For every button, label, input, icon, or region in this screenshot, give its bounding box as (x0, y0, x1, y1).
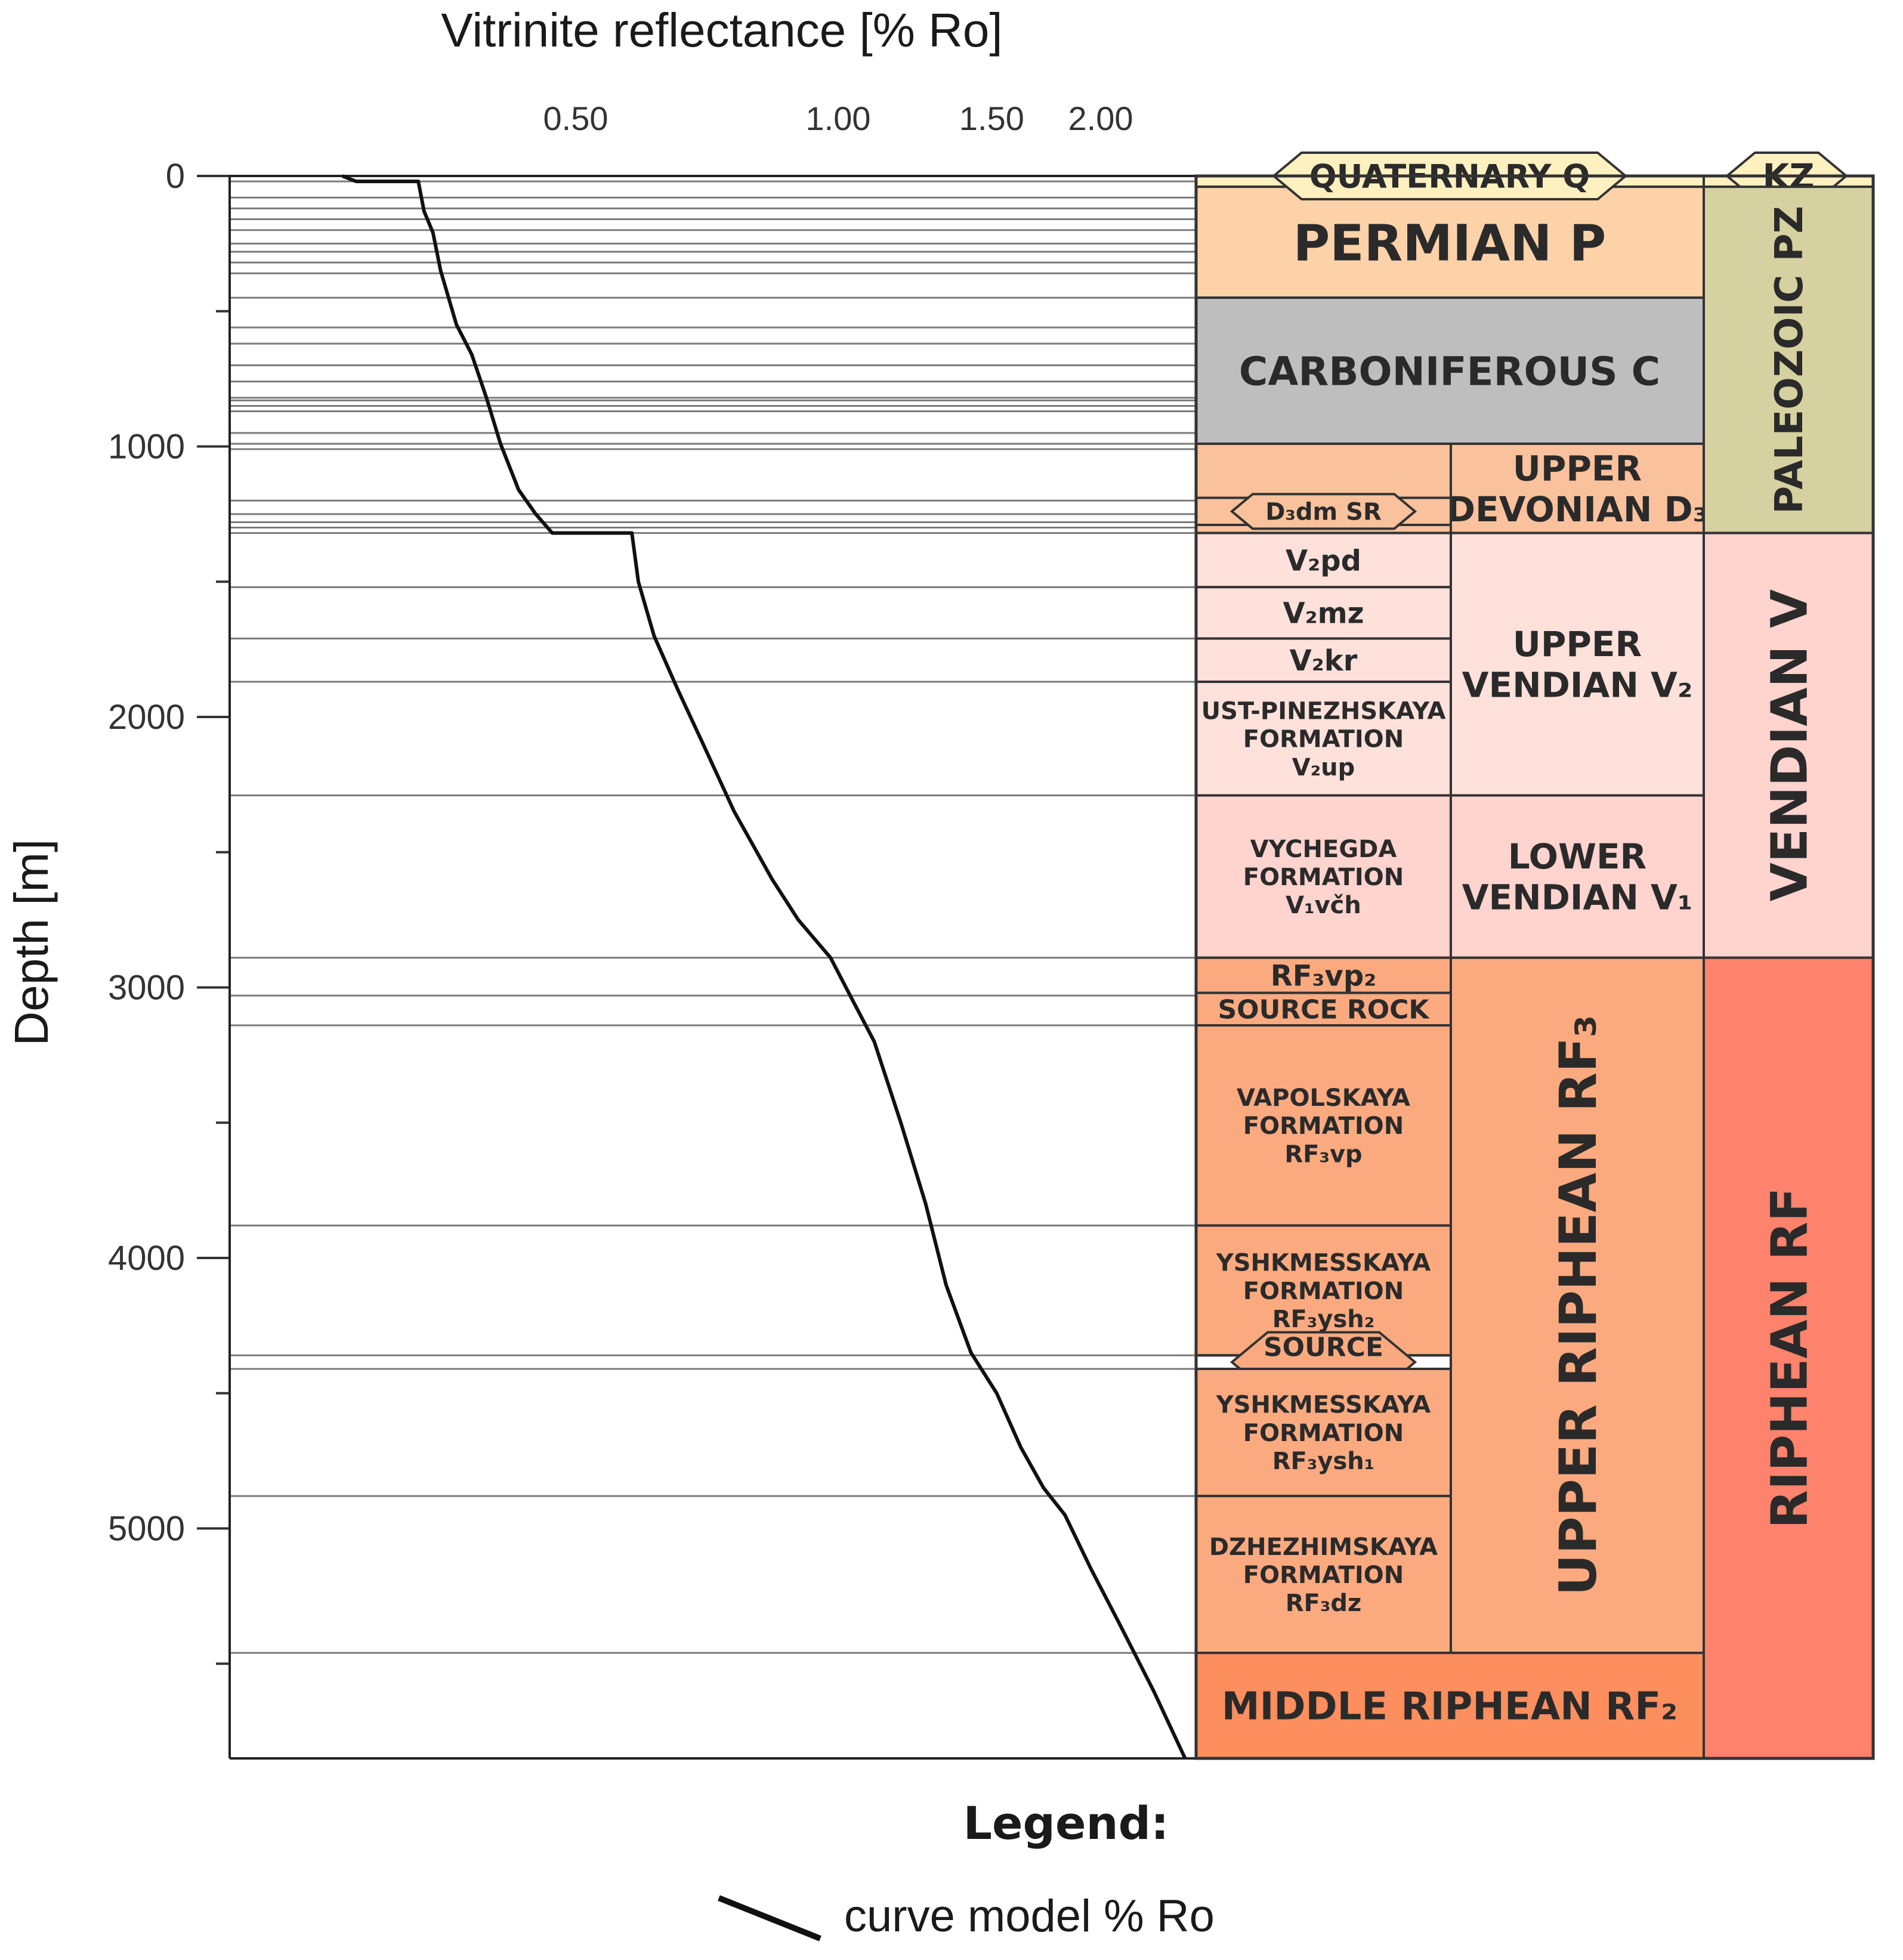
formation-label: SOURCE ROCK (1218, 995, 1430, 1025)
formation-label-text: V₂mz (1283, 597, 1364, 630)
x-tick-label: 2.00 (1068, 100, 1133, 137)
erathem-label: RIPHEAN RF (1760, 1188, 1818, 1529)
erathem-label-text: VENDIAN V (1760, 589, 1818, 901)
formation-label-text: RF₃vp₂ (1271, 959, 1376, 993)
strat-box-formation (1195, 681, 1452, 797)
formation-label-text: V₁včh (1286, 892, 1361, 919)
series-label-text: UPPER RIPHEAN RF₃ (1549, 1015, 1608, 1596)
legend-line-swatch (718, 1895, 821, 1942)
formation-label: V₂mz (1283, 597, 1364, 630)
strat-box-carboniferous (1195, 296, 1705, 445)
erathem-label: VENDIAN V (1760, 589, 1818, 901)
formation-label-text: V₂pd (1286, 544, 1361, 577)
formation-label-text: VAPOLSKAYA (1237, 1084, 1410, 1112)
strat-box-formation (1195, 637, 1452, 684)
strat-box-formation (1195, 1024, 1452, 1227)
formation-label-text: V₂up (1292, 754, 1355, 781)
series-label-text: LOWER (1508, 836, 1646, 877)
erathem-label-text: RIPHEAN RF (1760, 1188, 1818, 1529)
formation-label-text: FORMATION (1243, 1420, 1404, 1447)
formation-label-text: FORMATION (1243, 864, 1404, 891)
y-tick-label: 2000 (108, 698, 185, 737)
series-label-text: DEVONIAN D₃ (1447, 489, 1708, 530)
strat-box-series (1450, 794, 1705, 959)
formation-label-text: D₃dm SR (1265, 499, 1382, 526)
strat-frame (1194, 174, 1875, 1760)
strat-box-erathem (1703, 956, 1874, 1760)
strat-box-erathem (1703, 186, 1874, 534)
series-label-text: UPPER (1513, 448, 1642, 489)
formation-label-text: RF₃vp (1284, 1140, 1362, 1168)
formation-label-text: RF₃dz (1286, 1590, 1362, 1617)
y-tick-label: 0 (166, 157, 185, 196)
strat-box-formation (1195, 794, 1452, 959)
y-tick-label: 5000 (108, 1510, 185, 1548)
formation-label: RF₃vp₂ (1271, 959, 1376, 993)
formation-label-text: UST-PINEZHSKAYA (1201, 697, 1446, 725)
carboniferous-label-text: CARBONIFEROUS C (1239, 348, 1660, 394)
y-axis-title: Depth [m] (5, 839, 58, 1046)
x-tick-label: 1.50 (959, 100, 1024, 137)
erathem-label: PALEOZOIC PZ (1768, 206, 1812, 514)
middle-riphean-label: MIDDLE RIPHEAN RF₂ (1222, 1685, 1678, 1729)
formation-label-text: YSHKMESSKAYA (1216, 1250, 1431, 1277)
formation-label: D₃dm SR (1265, 499, 1382, 526)
x-axis-title: Vitrinite reflectance [% Ro] (441, 4, 1002, 57)
formation-label-text: VYCHEGDA (1250, 836, 1397, 863)
permian-label: PERMIAN P (1293, 214, 1607, 272)
formation-label: V₂kr (1290, 644, 1358, 678)
permian-label-text: PERMIAN P (1293, 214, 1607, 272)
strat-box-middle-riphean (1195, 1652, 1705, 1760)
legend-entry-label: curve model % Ro (844, 1891, 1215, 1942)
strat-box-formation (1195, 531, 1452, 589)
series-label: UPPER RIPHEAN RF₃ (1549, 1015, 1608, 1596)
strat-box-formation (1195, 991, 1452, 1027)
formation-label-text: FORMATION (1243, 726, 1404, 753)
plot-frame (228, 175, 1196, 1760)
strat-box-series (1450, 531, 1705, 797)
y-tick-label: 1000 (108, 428, 185, 466)
y-tick-label: 3000 (108, 969, 185, 1007)
formation-label-text: RF₃ysh₂ (1272, 1306, 1375, 1333)
y-axis: 0 1000 2000 3000 4000 5000 (108, 157, 230, 1665)
formation-label-text: V₂kr (1290, 644, 1358, 678)
x-tick-label: 1.00 (806, 100, 871, 137)
formation-label-text: FORMATION (1243, 1112, 1404, 1140)
formation-label-text: FORMATION (1243, 1562, 1404, 1589)
series-label-text: VENDIAN V₂ (1462, 665, 1693, 706)
y-tick-label: 4000 (108, 1239, 185, 1278)
curve-layer (341, 174, 1187, 1760)
x-tick-label: 0.50 (543, 100, 608, 137)
carboniferous-label: CARBONIFEROUS C (1239, 348, 1660, 394)
formation-label-text: YSHKMESSKAYA (1216, 1392, 1431, 1419)
formation-label-text: SOURCE (1263, 1332, 1383, 1362)
horizon-lines (230, 180, 1196, 1654)
x-tick-labels: 0.50 1.00 1.50 2.00 (543, 100, 1133, 137)
strat-box-series (1450, 956, 1705, 1655)
formation-label: V₂pd (1286, 544, 1361, 577)
legend-title: Legend: (963, 1797, 1169, 1850)
series-label-text: UPPER (1513, 624, 1642, 664)
formation-label-text: FORMATION (1243, 1278, 1404, 1305)
formation-badge (1229, 493, 1417, 530)
ro-curve-line (341, 174, 1187, 1760)
middle-riphean-label-text: MIDDLE RIPHEAN RF₂ (1222, 1685, 1678, 1729)
series-label-text: VENDIAN V₁ (1462, 877, 1693, 918)
erathem-label-text: PALEOZOIC PZ (1768, 206, 1812, 514)
formation-label-text: RF₃ysh₁ (1272, 1448, 1375, 1475)
formation-label-text: SOURCE ROCK (1218, 995, 1430, 1025)
formation-label-text: DZHEZHIMSKAYA (1209, 1534, 1438, 1561)
